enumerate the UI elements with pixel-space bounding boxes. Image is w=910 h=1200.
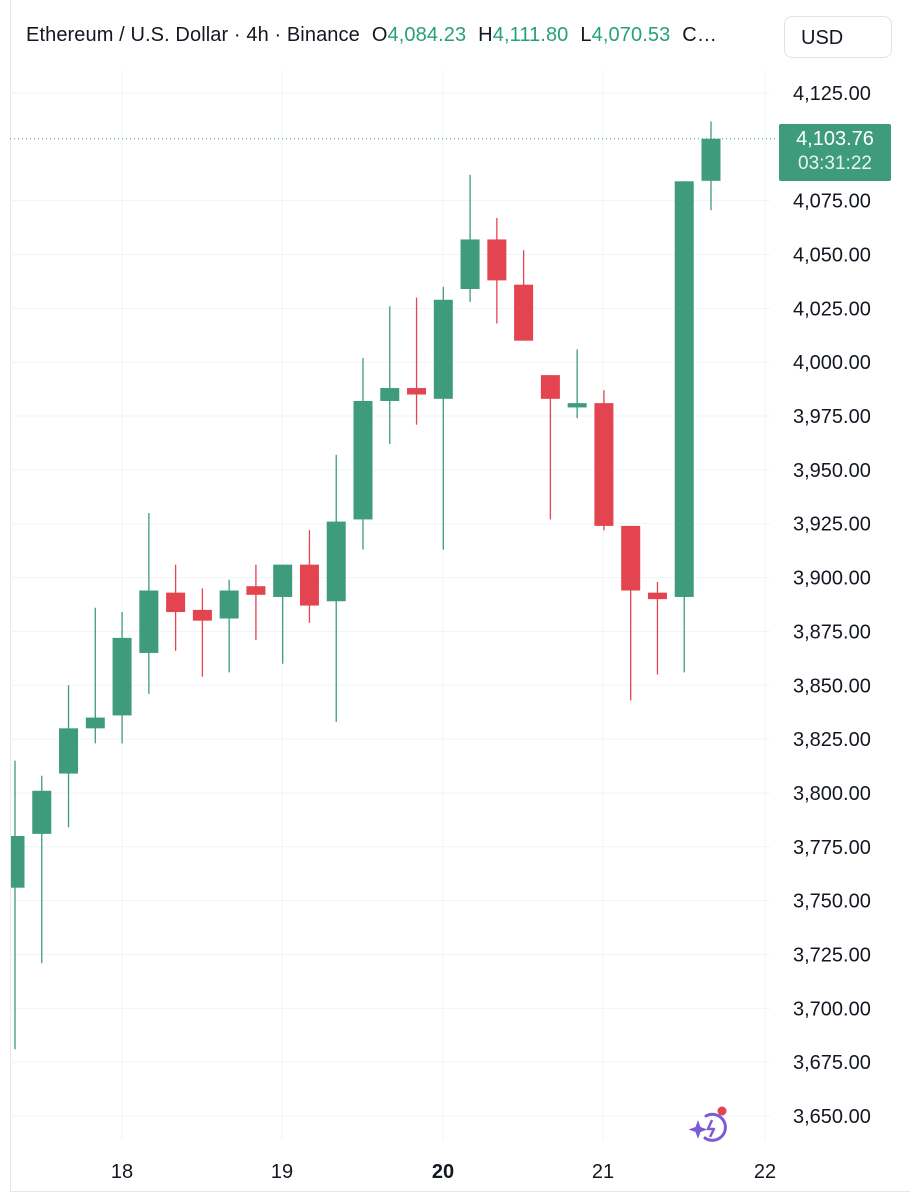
low-value: 4,070.53 [591,24,671,46]
price-tick-label: 4,050.00 [793,245,871,267]
candle-down [192,588,212,677]
last-price-value: 4,103.76 [796,128,874,150]
candle-down [514,250,534,341]
candle-body [166,592,186,613]
candle-body [273,564,293,597]
candle-up [219,579,239,673]
candle-body [594,403,614,526]
candle-up [85,607,105,744]
candle-body [647,592,667,600]
candle-body [32,790,52,834]
candle-body [514,284,534,341]
candle-down [166,564,186,651]
candle-up [32,775,52,964]
price-tick-label: 3,850.00 [793,675,871,697]
candle-up [59,685,79,828]
bar-countdown: 03:31:22 [798,153,872,174]
low-label: L [580,24,592,46]
time-tick-label: 22 [754,1161,776,1183]
candle-body [567,403,587,408]
grid-lines [10,70,770,1140]
time-tick-label: 18 [111,1161,133,1183]
candle-up [326,454,346,722]
candle-body [11,836,25,888]
candle-body [139,590,159,653]
symbol-title[interactable]: Ethereum / U.S. Dollar · 4h · Binance [26,24,360,46]
price-tick-label: 3,800.00 [793,783,871,805]
time-tick-label: 20 [432,1161,454,1183]
candle-up [139,512,159,694]
candle-body [112,637,132,716]
open-label: O [371,24,388,46]
candle-down [621,525,641,701]
candle-body [353,400,373,520]
candle-body [59,728,79,774]
time-tick-label: 19 [271,1161,293,1183]
open-value: 4,084.23 [387,24,467,46]
price-tick-label: 3,725.00 [793,944,871,966]
candle-body [674,181,694,597]
candle-up [11,760,25,1050]
price-tick-label: 3,700.00 [793,998,871,1020]
candle-body [407,388,427,395]
price-tick-label: 3,675.00 [793,1052,871,1074]
candle-body [326,521,346,602]
candle-body [246,586,266,595]
candle-body [540,375,560,399]
close-label: C… [682,24,717,46]
chart-legend: Ethereum / U.S. Dollar · 4h · Binance O4,… [26,24,717,47]
currency-button[interactable]: USD [784,16,892,58]
candle-body [85,717,105,729]
candle-body [460,239,480,289]
price-tick-label: 4,075.00 [793,191,871,213]
candle-body [219,590,239,619]
high-value: 4,111.80 [492,24,569,46]
time-axis[interactable]: 18 19 20 21 22 [111,1161,776,1183]
time-tick-label: 21 [592,1161,614,1183]
price-tick-label: 4,125.00 [793,83,871,105]
price-tick-label: 3,900.00 [793,568,871,590]
price-tick-label: 4,000.00 [793,352,871,374]
candles [11,121,721,1050]
price-axis[interactable]: 4,125.00 4,075.00 4,050.00 4,025.00 4,000.00… [793,83,871,1128]
candle-body [487,239,507,281]
candle-down [487,217,507,324]
candle-body [299,564,319,606]
price-tick-label: 3,925.00 [793,514,871,536]
candle-up [112,612,132,744]
candle-body [192,609,212,621]
candle-body [701,138,721,181]
candle-down [540,375,560,520]
candle-body [380,388,400,401]
candle-down [594,390,614,531]
price-tick-label: 3,975.00 [793,406,871,428]
price-tick-label: 3,650.00 [793,1106,871,1128]
price-tick-label: 3,825.00 [793,729,871,751]
price-tick-label: 3,775.00 [793,837,871,859]
price-tick-label: 3,750.00 [793,891,871,913]
candle-up [433,286,453,550]
price-tick-label: 4,025.00 [793,298,871,320]
candle-up [701,121,721,211]
candle-up [380,306,400,445]
price-tick-label: 3,875.00 [793,621,871,643]
candle-body [621,525,641,591]
candle-down [647,581,667,675]
candle-down [246,564,266,641]
high-label: H [478,24,493,46]
candle-up [353,357,373,550]
last-price-badge: 4,103.76 03:31:22 [779,124,891,181]
candle-up [567,349,587,419]
chart-frame [10,0,910,1192]
price-tick-label: 3,950.00 [793,460,871,482]
candle-down [299,530,319,623]
candle-up [460,174,480,302]
candle-down [407,297,427,425]
candle-up [273,564,293,664]
sparkle-assistant-icon[interactable] [684,1104,732,1144]
candle-body [433,299,453,399]
candle-up [674,181,694,673]
